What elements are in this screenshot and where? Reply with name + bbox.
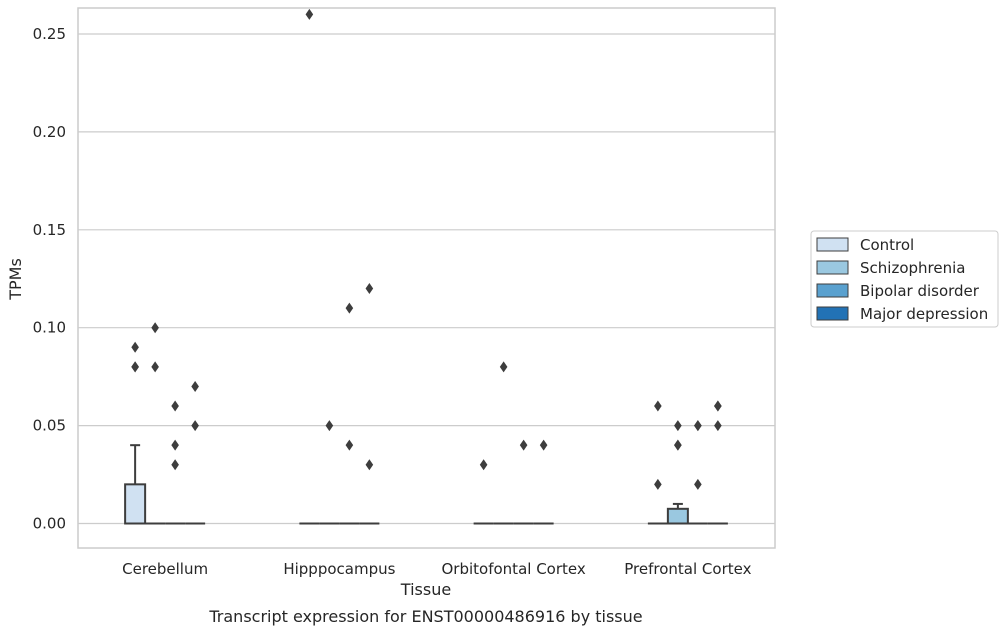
box-body — [124, 483, 147, 525]
outlier-marker — [171, 400, 179, 412]
legend-swatch — [816, 283, 849, 298]
outlier-marker — [365, 283, 374, 295]
outlier-marker — [151, 322, 159, 334]
outlier-marker — [654, 478, 662, 490]
outlier-marker — [131, 341, 139, 353]
outlier-marker — [171, 439, 179, 451]
outlier-marker — [479, 459, 488, 471]
outlier-marker — [151, 361, 159, 373]
outlier-marker — [654, 400, 662, 412]
x-tick-labels: Cerebellum Hipppocampus Orbitofontal Corte… — [122, 560, 751, 578]
outlier-marker — [191, 420, 199, 432]
y-tick-label: 0.20 — [33, 123, 66, 141]
outlier-points — [131, 8, 722, 490]
legend-swatch — [816, 306, 849, 321]
y-tick-label: 0.00 — [33, 515, 66, 533]
outlier-marker — [674, 439, 682, 451]
legend-swatch — [816, 237, 849, 252]
outlier-marker — [131, 361, 139, 373]
y-tick-label: 0.25 — [33, 25, 66, 43]
outlier-marker — [191, 380, 199, 392]
plot-frame — [77, 7, 776, 549]
legend: Control Schizophrenia Bipolar disorder Majo… — [810, 230, 999, 328]
x-axis-label: Tissue — [400, 580, 451, 599]
outlier-marker — [519, 439, 528, 451]
outlier-marker — [499, 361, 508, 373]
y-tick-label: 0.05 — [33, 417, 66, 435]
y-axis-label: TPMs — [6, 258, 25, 301]
box-groups — [124, 444, 728, 525]
x-tick-label: Hipppocampus — [283, 560, 395, 578]
x-tick-label: Cerebellum — [122, 560, 208, 578]
outlier-marker — [539, 439, 548, 451]
box-0-0 — [124, 444, 147, 525]
y-tick-label: 0.15 — [33, 221, 66, 239]
x-tick-label: Prefrontal Cortex — [624, 560, 751, 578]
y-tick-label: 0.10 — [33, 319, 66, 337]
outlier-marker — [305, 8, 314, 20]
outlier-marker — [365, 459, 374, 471]
outlier-marker — [325, 420, 334, 432]
outlier-marker — [714, 420, 722, 432]
legend-items: Control Schizophrenia Bipolar disorder Majo… — [816, 236, 988, 323]
plot-area — [78, 8, 775, 548]
legend-label: Major depression — [860, 305, 988, 323]
x-tick-label: Orbitofontal Cortex — [442, 560, 586, 578]
outlier-marker — [694, 420, 702, 432]
chart-caption: Transcript expression for ENST0000048691… — [208, 607, 642, 626]
outlier-marker — [345, 439, 354, 451]
legend-frame — [810, 230, 999, 328]
legend-label: Control — [860, 236, 914, 254]
legend-label: Bipolar disorder — [860, 282, 980, 300]
outlier-marker — [714, 400, 722, 412]
outlier-marker — [171, 459, 179, 471]
outlier-marker — [674, 420, 682, 432]
legend-label: Schizophrenia — [860, 259, 965, 277]
box-body — [666, 507, 689, 525]
outlier-marker — [694, 478, 702, 490]
box-1-3 — [666, 502, 689, 525]
y-tick-labels: 0.00 0.05 0.10 0.15 0.20 0.25 — [33, 25, 66, 533]
legend-swatch — [816, 260, 849, 275]
outlier-marker — [345, 302, 354, 314]
